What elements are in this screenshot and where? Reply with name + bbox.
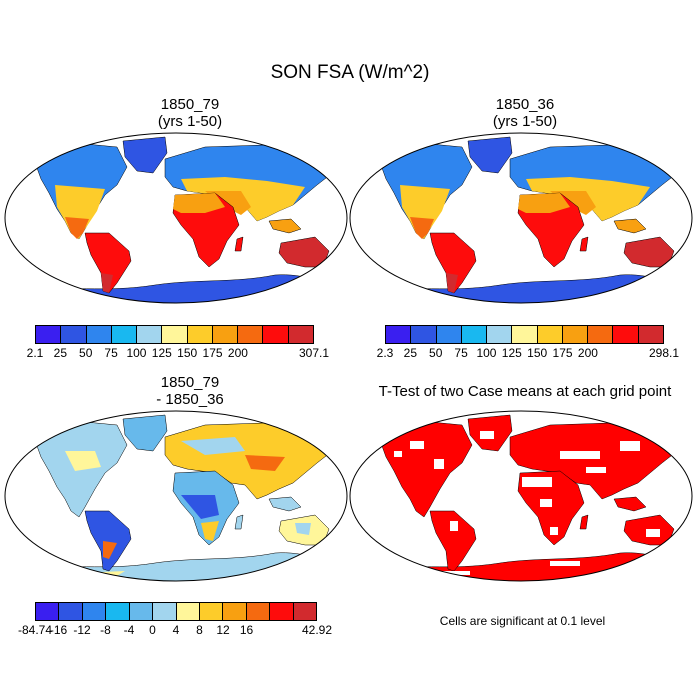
colorbar-swatch bbox=[537, 326, 563, 343]
colorbar-tick: 75 bbox=[454, 346, 468, 360]
colorbar-swatch bbox=[436, 326, 462, 343]
panel-4-map bbox=[349, 410, 693, 582]
colorbar-swatch bbox=[36, 326, 62, 343]
colorbar-swatch bbox=[288, 326, 313, 343]
colorbar-swatch bbox=[153, 603, 177, 620]
colorbar-tick: 8 bbox=[196, 623, 203, 637]
colorbar-swatch bbox=[223, 603, 247, 620]
colorbar-tick: 2.3 bbox=[376, 346, 394, 360]
panel-2-title-line2: (yrs 1-50) bbox=[492, 113, 558, 130]
colorbar-tick: 42.92 bbox=[301, 623, 333, 637]
colorbar-tick: -8 bbox=[100, 623, 111, 637]
colorbar-tick: 50 bbox=[429, 346, 443, 360]
colorbar-swatch bbox=[162, 326, 188, 343]
colorbar-swatch bbox=[562, 326, 589, 343]
colorbar-tick: 175 bbox=[202, 346, 223, 360]
panel-1-title-line2: (yrs 1-50) bbox=[157, 113, 223, 130]
colorbar-tick: 100 bbox=[476, 346, 497, 360]
colorbar-tick: 125 bbox=[501, 346, 522, 360]
colorbar-swatch bbox=[512, 326, 538, 343]
colorbar-tick: 25 bbox=[403, 346, 418, 360]
colorbar-swatch bbox=[638, 326, 663, 343]
colorbar-tick: 2.1 bbox=[26, 346, 44, 360]
colorbar-swatch bbox=[238, 326, 264, 343]
panel-3-colorbar bbox=[35, 602, 317, 621]
colorbar-swatch bbox=[386, 326, 412, 343]
colorbar-tick: -84.74 bbox=[17, 623, 53, 637]
colorbar-tick: 150 bbox=[177, 346, 198, 360]
panel-3-map bbox=[4, 410, 348, 582]
colorbar-tick: 150 bbox=[527, 346, 548, 360]
colorbar-tick: 200 bbox=[227, 346, 248, 360]
colorbar-swatch bbox=[36, 603, 60, 620]
panel-2-map bbox=[349, 132, 693, 304]
panel-3-title: 1850_79 - 1850_36 bbox=[30, 374, 350, 408]
panel-2-title: 1850_36 (yrs 1-50) bbox=[365, 96, 685, 130]
colorbar-swatch bbox=[61, 326, 87, 343]
colorbar-swatch bbox=[176, 603, 200, 620]
colorbar-tick: 16 bbox=[239, 623, 254, 637]
colorbar-tick: 25 bbox=[53, 346, 68, 360]
colorbar-tick: -12 bbox=[73, 623, 91, 637]
colorbar-swatch bbox=[137, 326, 163, 343]
colorbar-swatch bbox=[263, 326, 289, 343]
colorbar-swatch bbox=[461, 326, 488, 343]
colorbar-tick: 298.1 bbox=[648, 346, 680, 360]
figure-title: SON FSA (W/m^2) bbox=[270, 62, 430, 83]
colorbar-tick: 12 bbox=[216, 623, 230, 637]
colorbar-swatch bbox=[106, 603, 130, 620]
panel-4-title-line1: T-Test of two Case means at each grid po… bbox=[378, 383, 672, 400]
colorbar-tick: -16 bbox=[49, 623, 68, 637]
panel-3-title-line2: - 1850_36 bbox=[156, 391, 224, 408]
significance-note: Cells are significant at 0.1 level bbox=[439, 614, 606, 628]
colorbar-swatch bbox=[487, 326, 513, 343]
colorbar-swatch bbox=[86, 326, 112, 343]
colorbar-swatch bbox=[59, 603, 83, 620]
colorbar-swatch bbox=[82, 603, 107, 620]
colorbar-swatch bbox=[187, 326, 213, 343]
panel-4-title: T-Test of two Case means at each grid po… bbox=[355, 383, 695, 400]
colorbar-tick: 175 bbox=[552, 346, 573, 360]
colorbar-tick: 200 bbox=[577, 346, 598, 360]
colorbar-swatch bbox=[293, 603, 317, 620]
colorbar-swatch bbox=[212, 326, 239, 343]
colorbar-tick: 307.1 bbox=[298, 346, 330, 360]
colorbar-tick: 75 bbox=[104, 346, 118, 360]
panel-2-colorbar bbox=[385, 325, 664, 344]
panel-3-title-line1: 1850_79 bbox=[160, 374, 220, 391]
colorbar-swatch bbox=[411, 326, 437, 343]
colorbar-tick: 0 bbox=[149, 623, 156, 637]
panel-1-title: 1850_79 (yrs 1-50) bbox=[30, 96, 350, 130]
panel-1-title-line1: 1850_79 bbox=[160, 96, 220, 113]
panel-1-colorbar bbox=[35, 325, 314, 344]
colorbar-swatch bbox=[129, 603, 154, 620]
colorbar-tick: 125 bbox=[151, 346, 172, 360]
colorbar-swatch bbox=[613, 326, 639, 343]
colorbar-swatch bbox=[246, 603, 271, 620]
colorbar-tick: 100 bbox=[126, 346, 147, 360]
colorbar-swatch bbox=[111, 326, 138, 343]
colorbar-swatch bbox=[270, 603, 294, 620]
panel-2-title-line1: 1850_36 bbox=[495, 96, 555, 113]
colorbar-tick: -4 bbox=[123, 623, 135, 637]
colorbar-swatch bbox=[588, 326, 614, 343]
colorbar-tick: 50 bbox=[79, 346, 93, 360]
panel-1-map bbox=[4, 132, 348, 304]
colorbar-tick: 4 bbox=[172, 623, 180, 637]
colorbar-swatch bbox=[199, 603, 224, 620]
